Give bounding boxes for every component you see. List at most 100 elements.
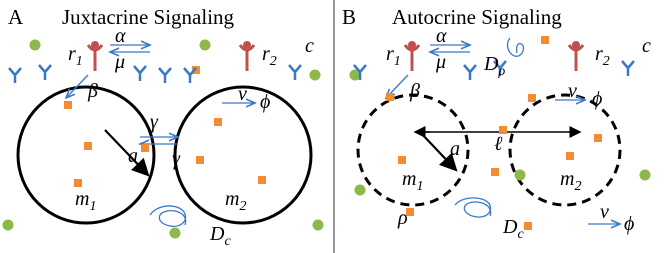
receptor-head bbox=[91, 41, 99, 49]
label-sub: 1 bbox=[394, 54, 401, 69]
label: ν bbox=[238, 83, 247, 105]
panel-letter: A bbox=[8, 5, 24, 29]
label: ν bbox=[600, 201, 609, 223]
label: Dc bbox=[502, 216, 524, 242]
label: m2 bbox=[225, 188, 246, 214]
protein-square bbox=[594, 134, 602, 142]
receptor bbox=[39, 65, 51, 80]
label-main: γ bbox=[172, 148, 181, 170]
label: μ bbox=[435, 51, 446, 73]
label: ϕ bbox=[592, 88, 602, 110]
label: a bbox=[128, 145, 138, 167]
protein-square bbox=[84, 142, 92, 150]
label: γ bbox=[150, 111, 159, 133]
label-main: r bbox=[262, 43, 270, 65]
protein-square bbox=[74, 179, 82, 187]
receptor bbox=[134, 66, 146, 81]
label-main: m bbox=[75, 188, 89, 210]
receptor-head bbox=[572, 41, 580, 49]
receptor-red bbox=[405, 41, 419, 71]
cells bbox=[18, 87, 620, 223]
protein-square bbox=[258, 176, 266, 184]
label: r1 bbox=[68, 43, 83, 69]
label-sub: 2 bbox=[239, 199, 246, 214]
label-main: ϕ bbox=[624, 213, 634, 235]
label-sub: 2 bbox=[270, 54, 277, 69]
label: r2 bbox=[595, 43, 610, 69]
label-sub: 2 bbox=[603, 54, 610, 69]
label: Dρ bbox=[483, 53, 505, 79]
protein-square bbox=[524, 222, 532, 230]
panel-title: Autocrine Signaling bbox=[392, 5, 562, 29]
ligand-dot bbox=[310, 70, 321, 81]
protein-square bbox=[491, 168, 499, 176]
label: m1 bbox=[75, 188, 96, 214]
protein-square bbox=[386, 93, 394, 101]
label-main: D bbox=[209, 223, 225, 245]
label-sub: c bbox=[517, 227, 524, 242]
figure: A Juxtacrine Signaling B Autocrine Signa… bbox=[0, 0, 667, 253]
label-main: D bbox=[502, 216, 518, 238]
label: a bbox=[450, 138, 460, 160]
protein-square bbox=[214, 118, 222, 126]
label: γ bbox=[172, 148, 181, 170]
protein-square bbox=[141, 144, 149, 152]
label: m1 bbox=[402, 168, 423, 194]
ligand-dot bbox=[313, 220, 324, 231]
label: α bbox=[115, 25, 126, 47]
receptor bbox=[184, 68, 196, 83]
label-main: a bbox=[450, 138, 460, 160]
protein-square bbox=[566, 152, 574, 160]
receptor-red bbox=[88, 41, 102, 71]
label: Dc bbox=[209, 223, 231, 249]
ligand-dot bbox=[170, 228, 181, 239]
label-main: β bbox=[409, 80, 420, 102]
label-main: α bbox=[115, 25, 126, 47]
label-main: μ bbox=[435, 51, 446, 73]
receptor-red bbox=[569, 41, 583, 71]
label: ρ bbox=[397, 207, 408, 229]
label: β bbox=[409, 80, 420, 102]
label: μ bbox=[114, 51, 125, 73]
label-sub: 1 bbox=[416, 179, 423, 194]
ligand-dot bbox=[515, 170, 526, 181]
label-main: c bbox=[305, 35, 314, 57]
receptor-red bbox=[240, 41, 254, 71]
ligand-dot bbox=[3, 220, 14, 231]
label-main: c bbox=[642, 35, 651, 57]
label-sub: ρ bbox=[497, 64, 505, 79]
protein-square bbox=[541, 36, 549, 44]
ligand-dot bbox=[30, 40, 41, 51]
label: α bbox=[436, 25, 447, 47]
label-main: γ bbox=[150, 111, 159, 133]
label: ν bbox=[568, 80, 577, 102]
label: ϕ bbox=[260, 91, 270, 113]
label: m2 bbox=[560, 168, 581, 194]
label-main: ϕ bbox=[260, 91, 270, 113]
label-main: μ bbox=[114, 51, 125, 73]
label-main: r bbox=[386, 43, 394, 65]
label-sub: 1 bbox=[89, 199, 96, 214]
panel-title: Juxtacrine Signaling bbox=[62, 5, 235, 29]
protein-square bbox=[398, 156, 406, 164]
protein-square bbox=[528, 94, 536, 102]
label: ℓ bbox=[494, 133, 503, 155]
label-main: ν bbox=[568, 80, 577, 102]
ligand-dot bbox=[355, 185, 366, 196]
label-main: ϕ bbox=[592, 88, 602, 110]
label: ϕ bbox=[624, 213, 634, 235]
molecules bbox=[3, 36, 651, 239]
label: r1 bbox=[386, 43, 401, 69]
label: r2 bbox=[262, 43, 277, 69]
panel-letter: B bbox=[342, 5, 356, 29]
label: c bbox=[642, 35, 651, 57]
receptor-head bbox=[408, 41, 416, 49]
ligand-dot bbox=[640, 170, 651, 181]
label-main: ℓ bbox=[494, 133, 503, 155]
label-main: a bbox=[128, 145, 138, 167]
label-main: m bbox=[560, 168, 574, 190]
label-main: ρ bbox=[397, 207, 408, 229]
label-main: r bbox=[595, 43, 603, 65]
label-main: ν bbox=[600, 201, 609, 223]
receptor bbox=[622, 61, 634, 76]
